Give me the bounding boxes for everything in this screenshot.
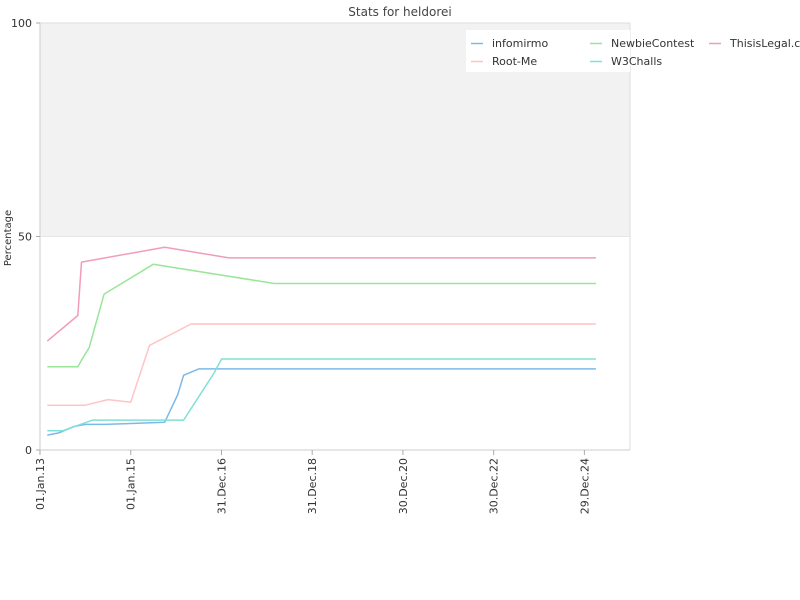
- series-line-root-me: [47, 323, 596, 406]
- x-tick-label: 01.Jan.15: [125, 458, 138, 510]
- series-line-thisislegal-com: [46, 246, 596, 342]
- series-lines: [46, 246, 596, 436]
- y-axis-label: Percentage: [3, 210, 14, 266]
- legend-label: infomirmo: [492, 37, 548, 50]
- legend-label: Root-Me: [492, 55, 537, 68]
- legend: infomirmo NewbieContest ThisisLegal.com Roo…: [466, 30, 800, 72]
- y-axis-ticks: 0 50 100: [11, 17, 40, 457]
- legend-label: W3Challs: [611, 55, 662, 68]
- x-axis-ticks: 01.Jan.13 01.Jan.15 31.Dec.16 31.Dec.18 30.D…: [34, 450, 591, 514]
- x-tick-label: 30.Dec.20: [397, 458, 410, 514]
- series-line-newbiecontest: [47, 263, 596, 368]
- x-tick-label: 29.Dec.24: [578, 458, 591, 514]
- y-tick-label: 100: [11, 17, 32, 30]
- y-tick-label: 0: [25, 444, 32, 457]
- x-tick-label: 30.Dec.22: [488, 458, 501, 514]
- x-tick-label: 31.Dec.16: [215, 458, 228, 514]
- x-tick-label: 31.Dec.18: [306, 458, 319, 514]
- y-tick-label: 50: [18, 231, 32, 244]
- legend-label: NewbieContest: [611, 37, 695, 50]
- legend-background: [466, 30, 630, 72]
- chart-title: Stats for heldorei: [348, 5, 451, 19]
- series-line-w3challs: [47, 358, 596, 432]
- legend-label: ThisisLegal.com: [729, 37, 800, 50]
- x-tick-label: 01.Jan.13: [34, 458, 47, 510]
